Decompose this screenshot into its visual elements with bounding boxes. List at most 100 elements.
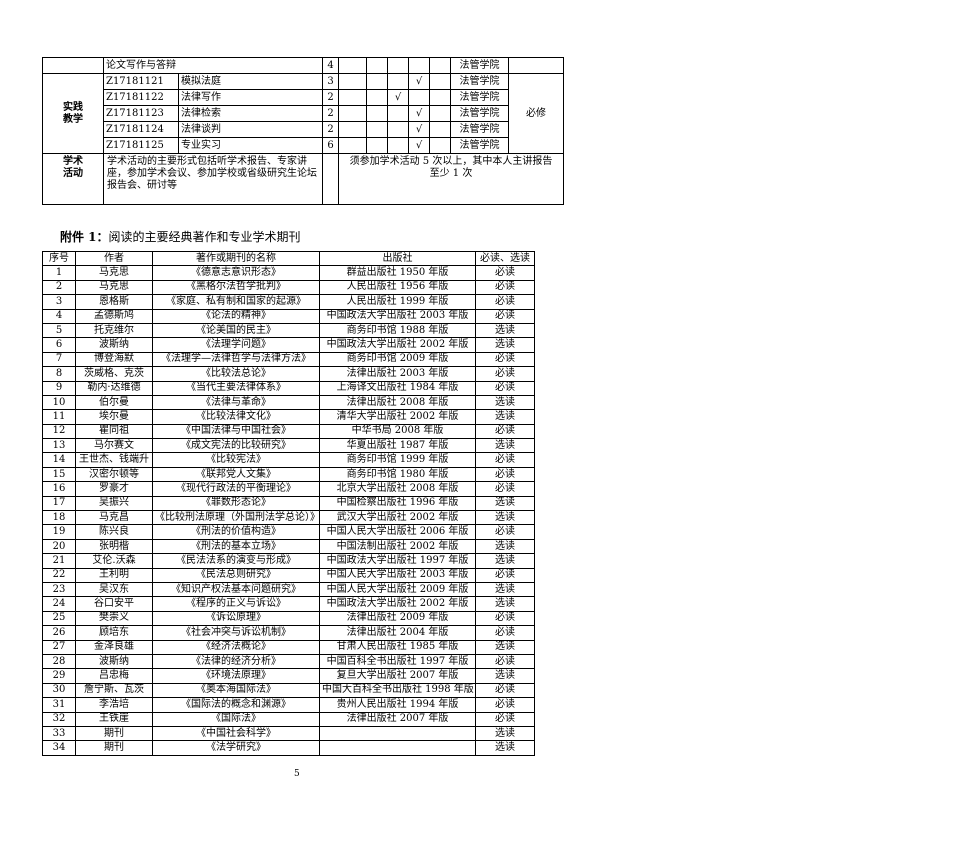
table-row: 27 金泽良雄 《经济法概论》 甘肃人民出版社 1985 年版 选读 [42, 639, 535, 655]
academic-row: 学术活动 学术活动的主要形式包括听学术报告、专家讲座，参加学术会议、参加学校或省级… [42, 153, 564, 205]
title: 《法学研究》 [152, 740, 320, 756]
course-table: 论文写作与答辩 4 法管学院 实践教学 Z17181121 模拟法庭 3 √ 法管学院 必修… [42, 57, 564, 205]
credits: 2 [322, 105, 339, 122]
table-row: 23 吴汉东 《知识产权法基本问题研究》 中国人民大学出版社 2009 年版 选读 [42, 581, 535, 598]
index: 16 [42, 481, 76, 497]
check-mark: √ [387, 89, 409, 106]
title: 《论法的精神》 [152, 308, 320, 324]
publisher: 法律出版社 2007 年版 [319, 711, 476, 727]
index: 2 [42, 279, 76, 296]
table-row: 28 波斯纳 《法律的经济分析》 中国百科全书出版社 1997 年版 必读 [42, 653, 535, 670]
index: 7 [42, 351, 76, 368]
title: 《成文宪法的比较研究》 [152, 438, 320, 454]
table-row: 25 樊崇义 《诉讼原理》 法律出版社 2009 年版 必读 [42, 610, 535, 627]
column-header: 必读、选读 [475, 250, 535, 267]
requirement: 须参加学术活动 5 次以上，其中本人主讲报告至少 1 次 [338, 153, 564, 205]
table-row: 5 托克维尔 《论美国的民主》 商务印书馆 1988 年版 选读 [42, 322, 535, 339]
title: 《黑格尔法哲学批判》 [152, 279, 320, 296]
table-row: 14 王世杰、钱端升 《比较宪法》 商务印书馆 1999 年版 必读 [42, 452, 535, 468]
table-row: 2 马克思 《黑格尔法哲学批判》 人民出版社 1956 年版 必读 [42, 279, 535, 296]
title: 《比较宪法》 [152, 452, 320, 468]
publisher: 中国人民大学出版社 2003 年版 [319, 567, 476, 583]
author: 金泽良雄 [75, 639, 153, 655]
publisher: 中国政法大学出版社 2002 年版 [319, 337, 476, 353]
table-row: 26 顾培东 《社会冲突与诉讼机制》 法律出版社 2004 年版 必读 [42, 625, 535, 641]
index: 6 [42, 337, 76, 353]
table-row: 16 罗豪才 《现代行政法的平衡理论》 北京大学出版社 2008 年版 必读 [42, 481, 535, 497]
publisher: 中国人民大学出版社 2009 年版 [319, 581, 476, 598]
publisher: 商务印书馆 1980 年版 [319, 466, 476, 483]
required-type: 必读 [475, 351, 535, 368]
index: 28 [42, 653, 76, 670]
author: 吕忠梅 [75, 668, 153, 684]
practice-row: Z17181122 法律写作 2 √ 法管学院 [43, 89, 564, 106]
required-type: 必读 [475, 279, 535, 296]
required-type: 必读 [475, 366, 535, 382]
publisher: 中国检察出版社 1996 年版 [319, 495, 476, 512]
cell [366, 137, 388, 154]
author: 瞿同祖 [75, 423, 153, 440]
title: 《国际法的概念和渊源》 [152, 697, 320, 713]
table-row: 4 孟德斯鸠 《论法的精神》 中国政法大学出版社 2003 年版 必读 [42, 308, 535, 324]
remark: 必修 [508, 73, 564, 154]
author: 陈兴良 [75, 524, 153, 540]
required-type: 必读 [475, 625, 535, 641]
title: 《当代主要法律体系》 [152, 380, 320, 396]
cell [429, 137, 451, 154]
author: 勒内·达维德 [75, 380, 153, 396]
course-name: 法律写作 [178, 89, 323, 106]
title: 《程序的正义与诉讼》 [152, 596, 320, 612]
table-row: 17 吴振兴 《罪数形态论》 中国检察出版社 1996 年版 选读 [42, 495, 535, 512]
table-row: 24 谷口安平 《程序的正义与诉讼》 中国政法大学出版社 2002 年版 选读 [42, 596, 535, 612]
department: 法管学院 [450, 57, 509, 74]
index: 10 [42, 394, 76, 411]
course-name: 专业实习 [178, 137, 323, 154]
course-code: Z17181121 [103, 73, 179, 90]
title: 《中国法律与中国社会》 [152, 423, 320, 440]
title: 《法律的经济分析》 [152, 653, 320, 670]
required-type: 必读 [475, 466, 535, 483]
table-row: 9 勒内·达维德 《当代主要法律体系》 上海译文出版社 1984 年版 必读 [42, 380, 535, 396]
author: 吴汉东 [75, 581, 153, 598]
publisher: 中国大百科全书出版社 1998 年版 [319, 682, 476, 699]
required-type: 选读 [475, 438, 535, 454]
index: 15 [42, 466, 76, 483]
title: 《奥本海国际法》 [152, 682, 320, 699]
author: 张明楷 [75, 538, 153, 555]
required-type: 选读 [475, 668, 535, 684]
required-type: 选读 [475, 740, 535, 756]
publisher: 法律出版社 2003 年版 [319, 366, 476, 382]
required-type: 必读 [475, 294, 535, 310]
table-row: 7 博登海默 《法理学—法律哲学与法律方法》 商务印书馆 2009 年版 必读 [42, 351, 535, 368]
publisher: 中华书局 2008 年版 [319, 423, 476, 440]
author: 埃尔曼 [75, 409, 153, 425]
author: 樊崇义 [75, 610, 153, 627]
title: 《现代行政法的平衡理论》 [152, 481, 320, 497]
publisher [319, 725, 476, 742]
author: 伯尔曼 [75, 394, 153, 411]
department: 法管学院 [450, 89, 509, 106]
title: 《联邦党人文集》 [152, 466, 320, 483]
attachment-label: 附件 1： [60, 230, 109, 244]
title: 《法理学问题》 [152, 337, 320, 353]
author: 茨威格、克茨 [75, 366, 153, 382]
publisher: 群益出版社 1950 年版 [319, 265, 476, 281]
author: 马克思 [75, 279, 153, 296]
category-label: 实践教学 [42, 73, 104, 154]
author: 孟德斯鸠 [75, 308, 153, 324]
cell [338, 137, 367, 154]
publisher: 甘肃人民出版社 1985 年版 [319, 639, 476, 655]
title: 《比较刑法原理（外国刑法学总论）》 [152, 510, 320, 526]
author: 期刊 [75, 725, 153, 742]
department: 法管学院 [450, 121, 509, 138]
index: 19 [42, 524, 76, 540]
credits: 2 [322, 89, 339, 106]
column-header: 著作或期刊的名称 [152, 250, 320, 267]
publisher: 中国政法大学出版社 2003 年版 [319, 308, 476, 324]
title: 《刑法的价值构造》 [152, 524, 320, 540]
practice-row: Z17181123 法律检索 2 √ 法管学院 [43, 105, 564, 122]
index: 30 [42, 682, 76, 699]
publisher: 上海译文出版社 1984 年版 [319, 380, 476, 396]
publisher: 人民出版社 1956 年版 [319, 279, 476, 296]
title: 《法律与革命》 [152, 394, 320, 411]
